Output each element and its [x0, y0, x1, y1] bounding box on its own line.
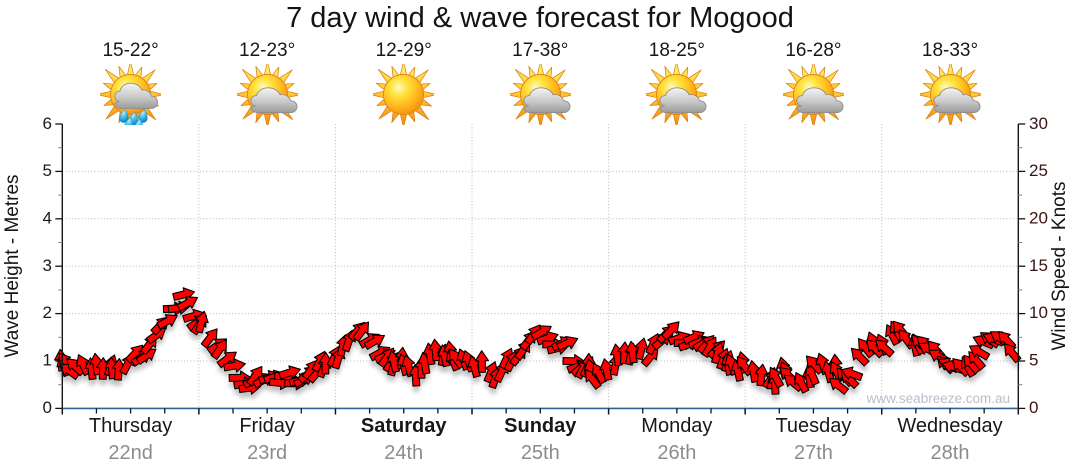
svg-text:0: 0 — [43, 398, 52, 417]
svg-text:6: 6 — [43, 114, 52, 133]
svg-text:10: 10 — [1029, 303, 1048, 322]
svg-text:Wave Height - Metres: Wave Height - Metres — [2, 174, 23, 357]
svg-text:3: 3 — [43, 256, 52, 275]
svg-text:5: 5 — [1029, 351, 1038, 370]
svg-text:4: 4 — [43, 208, 52, 227]
svg-text:Wind Speed - Knots: Wind Speed - Knots — [1049, 182, 1070, 351]
svg-text:2: 2 — [43, 303, 52, 322]
svg-text:30: 30 — [1029, 114, 1048, 133]
svg-text:5: 5 — [43, 161, 52, 180]
svg-text:1: 1 — [43, 351, 52, 370]
svg-text:www.seabreeze.com.au: www.seabreeze.com.au — [866, 391, 1010, 406]
svg-text:20: 20 — [1029, 208, 1048, 227]
svg-text:25: 25 — [1029, 161, 1048, 180]
svg-text:15: 15 — [1029, 256, 1048, 275]
svg-text:0: 0 — [1029, 398, 1038, 417]
